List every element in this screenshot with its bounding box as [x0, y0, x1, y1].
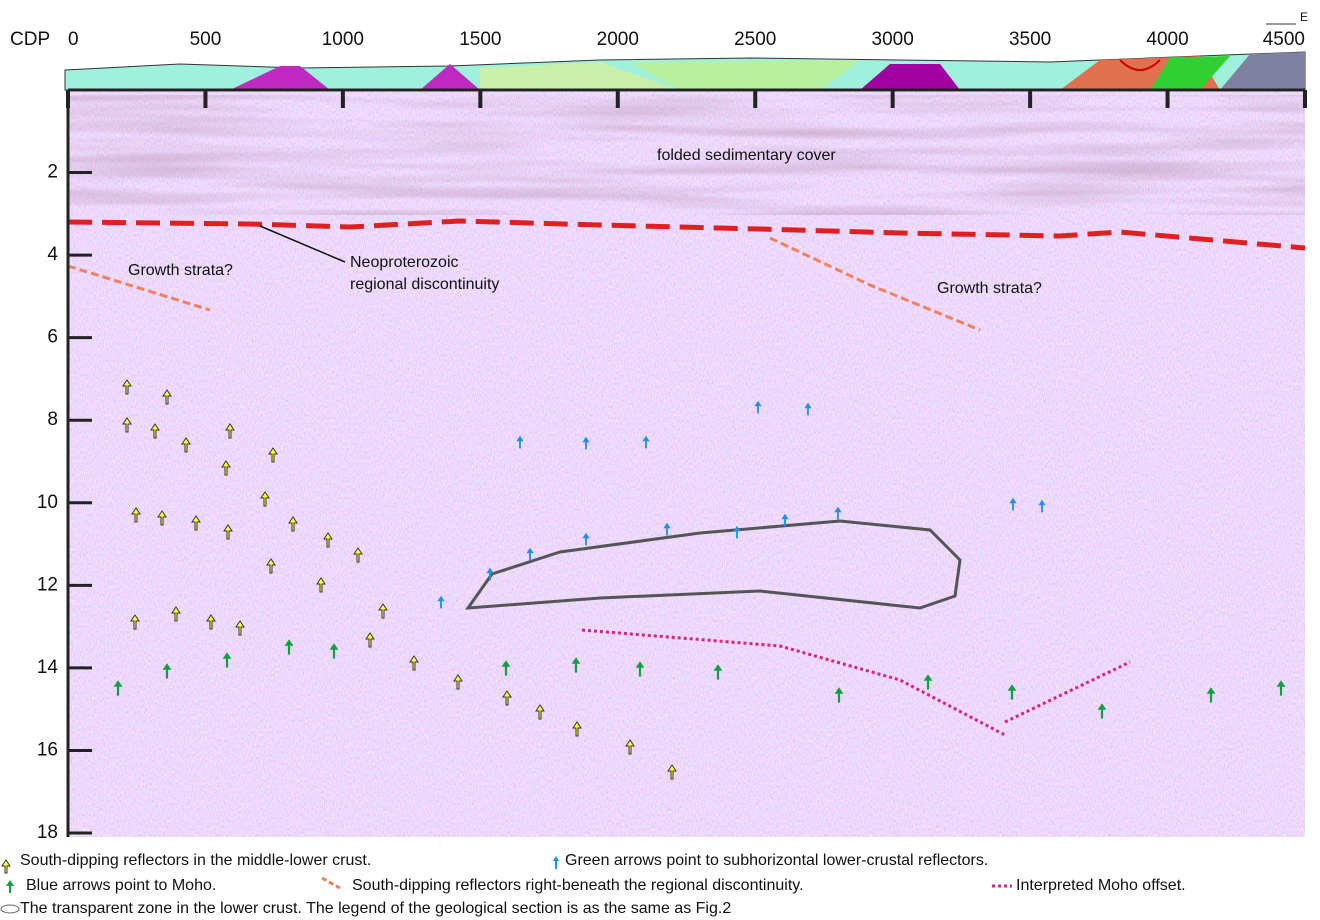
x-tick-label: 3500: [1009, 29, 1051, 50]
legend-text: South-dipping reflectors right-beneath t…: [352, 877, 804, 894]
legend-icon: [1, 905, 19, 913]
legend-text: Blue arrows point to Moho.: [26, 877, 216, 894]
x-tick-label: 1500: [459, 29, 501, 50]
y-tick-label: 14: [37, 657, 59, 678]
direction-label: E: [1300, 10, 1308, 24]
legend-text: South-dipping reflectors in the middle-l…: [20, 852, 371, 869]
x-tick-label: 4000: [1146, 29, 1188, 50]
y-tick-label: 18: [37, 822, 58, 843]
x-tick-label: 4500: [1263, 29, 1305, 50]
x-tick-label: 0: [68, 29, 79, 50]
y-tick-label: 2: [47, 162, 58, 183]
legend-text: The transparent zone in the lower crust.…: [20, 900, 731, 917]
annotation: Growth strata?: [937, 280, 1042, 297]
x-tick-label: 1000: [322, 29, 364, 50]
geological-section: [65, 52, 1305, 90]
x-tick-label: 2000: [597, 29, 639, 50]
legend-icon: [2, 860, 10, 873]
x-tick-label: 500: [190, 29, 222, 50]
y-tick-label: 16: [37, 739, 58, 760]
y-tick-label: 10: [37, 492, 58, 513]
annotation: Neoproterozoic: [350, 254, 459, 271]
figure: CDP E folded sedimentary cover Neoproter…: [0, 0, 1320, 920]
annotation: regional discontinuity: [350, 276, 499, 293]
y-tick-label: 4: [47, 244, 58, 265]
legend-text: Green arrows point to subhorizontal lowe…: [565, 852, 988, 869]
annotation: folded sedimentary cover: [657, 147, 836, 164]
legend-text: Interpreted Moho offset.: [1016, 877, 1186, 894]
x-tick-label: 2500: [734, 29, 776, 50]
annotation: Growth strata?: [128, 262, 233, 279]
y-tick-label: 6: [47, 327, 58, 348]
x-axis-label: CDP: [10, 29, 50, 50]
x-tick-label: 3000: [872, 29, 914, 50]
legend: South-dipping reflectors in the middle-l…: [1, 852, 1186, 917]
legend-icon: [553, 856, 559, 869]
legend-icon: [6, 880, 14, 893]
y-tick-label: 12: [37, 574, 58, 595]
legend-icon: [322, 878, 340, 888]
y-tick-label: 8: [47, 409, 58, 430]
